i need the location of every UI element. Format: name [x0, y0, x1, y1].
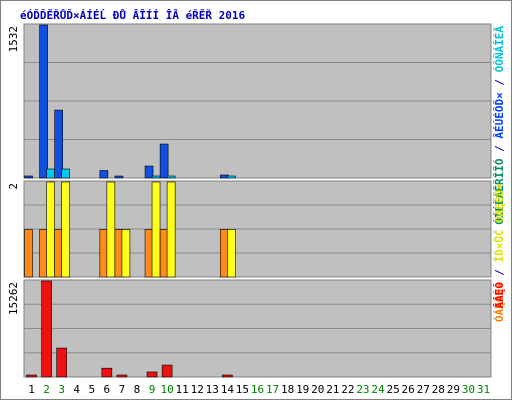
x-tick-label: 30: [462, 383, 475, 396]
legend-entry: /: [493, 72, 506, 92]
legend-entry: /: [493, 139, 506, 159]
x-tick-label: 19: [296, 383, 309, 396]
x-tick-label: 7: [119, 383, 126, 396]
bar-ÂÉÚÉÔĎ×-2: [39, 24, 48, 179]
x-tick-label: 24: [371, 383, 385, 396]
series-legend: ÓÁĘÔĎ× / ÎĎ×ŮČ ÓÁĘÔĎ×: [493, 183, 506, 322]
legend-entry: ÎĎ×ŮČ ÓÁĘÔĎ×: [493, 183, 506, 262]
bar-ÂÁĘÔ-2: [41, 280, 52, 378]
legend-entry: ÂÉÚÉÔĎ×: [493, 92, 506, 138]
bar-ÂÁĘÔ-3: [56, 347, 67, 378]
x-tick-label: 28: [432, 383, 445, 396]
x-tick-label: 11: [176, 383, 189, 396]
series-legend: ÂÁĘÔ: [493, 282, 506, 309]
y-max-label: 15262: [7, 282, 20, 315]
bar-ÓÔŇÁÎÉĂ-10: [166, 175, 176, 179]
bar-ÓÔŇÁÎÉĂ-14: [227, 175, 236, 179]
bar-ÓÔŇÁÎÉĂ-9: [151, 175, 161, 179]
x-tick-label: 13: [206, 383, 219, 396]
bar-ÓÔŇÁÎÉĂ-3: [61, 168, 70, 179]
x-tick-label: 26: [402, 383, 415, 396]
bar-ÎĎ×ŮČ-ÓÁĘÔĎ×-3: [61, 181, 70, 278]
x-tick-label: 31: [477, 383, 490, 396]
bar-ÂÁĘÔ-1: [26, 374, 37, 378]
bar-ÎĎ×ŮČ-ÓÁĘÔĎ×-6: [106, 181, 116, 278]
bar-ÓÔŇÁÎÉĂ-2: [46, 168, 55, 179]
x-tick-label: 23: [356, 383, 369, 396]
x-tick-label: 10: [160, 383, 173, 396]
legend-entry: ÓÍÉËÁĚŘÎÎÓ: [492, 158, 506, 225]
x-tick-label: 9: [149, 383, 156, 396]
bar-ÂÉÚÉÔĎ×-9: [144, 165, 154, 179]
x-tick-label: 25: [386, 383, 399, 396]
bar-ÎĎ×ŮČ-ÓÁĘÔĎ×-14: [227, 229, 236, 278]
x-tick-label: 17: [266, 383, 279, 396]
x-tick-label: 22: [341, 383, 354, 396]
legend-entry: ÓÁĘÔĎ×: [493, 282, 506, 322]
bar-ÎĎ×ŮČ-ÓÁĘÔĎ×-2: [46, 181, 55, 278]
x-tick-label: 5: [88, 383, 95, 396]
x-tick-label: 21: [326, 383, 339, 396]
x-tick-label: 16: [251, 383, 264, 396]
x-tick-label: 12: [191, 383, 204, 396]
bar-ÎĎ×ŮČ-ÓÁĘÔĎ×-7: [121, 229, 131, 278]
bar-ÎĎ×ŮČ-ÓÁĘÔĎ×-10: [166, 181, 176, 278]
x-tick-label: 8: [134, 383, 141, 396]
x-tick-label: 29: [447, 383, 460, 396]
x-tick-label: 1: [28, 383, 35, 396]
bar-ÂÉÚÉÔĎ×-6: [99, 170, 109, 179]
panel-2: 2 ÓÁĘÔĎ× / ÎĎ×ŮČ ÓÁĘÔĎ×: [7, 180, 506, 322]
bar-ÂÁĘÔ-9: [146, 371, 158, 378]
y-max-label: 1532: [7, 26, 20, 53]
series-legend: ÓÍÉËÁĚŘÎÎÓ / ÂÉÚÉÔĎ× / ÓÔŇÁÎÉĂ: [492, 26, 506, 225]
bar-ÂÁĘÔ-6: [101, 367, 113, 378]
x-tick-label: 18: [281, 383, 294, 396]
bar-ÂÉÚÉÔĎ×-7: [114, 175, 124, 179]
bar-ÂÁĘÔ-7: [116, 374, 128, 378]
x-tick-label: 6: [104, 383, 111, 396]
bar-ÂÉÚÉÔĎ×-10: [159, 143, 169, 179]
y-max-label: 2: [7, 183, 20, 190]
x-tick-label: 2: [43, 383, 50, 396]
x-tick-label: 3: [58, 383, 65, 396]
x-tick-label: 14: [221, 383, 235, 396]
bar-ÂÉÚÉÔĎ×-3: [54, 109, 63, 179]
bar-ÎĎ×ŮČ-ÓÁĘÔĎ×-9: [151, 181, 161, 278]
panel-3: 15262 ÂÁĘÔ: [7, 279, 506, 378]
x-tick-label: 15: [236, 383, 249, 396]
x-tick-label: 4: [73, 383, 80, 396]
legend-entry: ÓÔŇÁÎÉĂ: [493, 26, 506, 73]
bar-ÂÉÚÉÔĎ×-1: [24, 175, 33, 179]
chart-title: éÓĎĎĚŘŮĎ×ÁÍÉĹ ĐŮ ÂÎÍÍ ÎÂ éŘĚŘ 2016: [20, 9, 246, 22]
x-tick-label: 20: [311, 383, 324, 396]
legend-entry: ÂÁĘÔ: [493, 282, 506, 309]
panel-1: 1532 ÓÍÉËÁĚŘÎÎÓ / ÂÉÚÉÔĎ× / ÓÔŇÁÎÉĂ: [7, 23, 506, 225]
bar-ÂÁĘÔ-14: [222, 374, 233, 378]
x-tick-label: 27: [417, 383, 430, 396]
bar-ÓÁĘÔĎ×-1: [24, 229, 33, 278]
legend-entry: /: [493, 262, 506, 282]
bar-ÂÁĘÔ-10: [161, 364, 173, 378]
